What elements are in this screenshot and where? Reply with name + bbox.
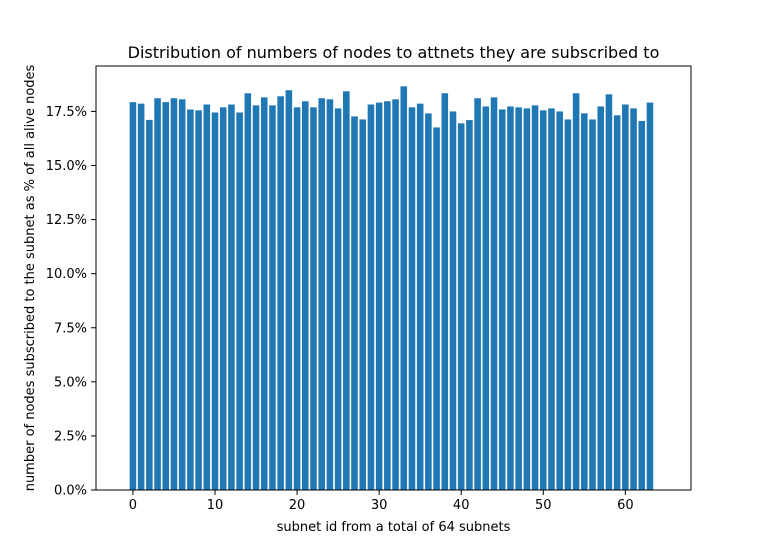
bar-subnet-33 — [400, 86, 408, 490]
bar-subnet-23 — [318, 98, 325, 490]
y-axis-label: number of nodes subscribed to the subnet… — [23, 64, 38, 491]
y-tick-label: 5.0% — [54, 375, 87, 390]
bar-subnet-10 — [211, 112, 219, 490]
bar-subnet-27 — [351, 116, 358, 491]
x-tick-label: 20 — [289, 498, 306, 513]
bar-subnet-26 — [343, 91, 350, 490]
bar-subnet-22 — [310, 107, 317, 490]
bar-subnet-28 — [359, 119, 367, 491]
bar-subnet-13 — [236, 112, 243, 490]
bar-subnet-16 — [260, 97, 268, 491]
bar-subnet-48 — [523, 108, 531, 491]
bar-subnet-21 — [301, 101, 309, 490]
y-tick-label: 7.5% — [54, 321, 87, 336]
bar-subnet-14 — [244, 93, 252, 490]
y-tick-label: 0.0% — [54, 484, 87, 499]
bar-subnet-32 — [392, 99, 399, 490]
bar-subnet-63 — [646, 102, 654, 490]
plot-frame — [95, 65, 692, 491]
bar-subnet-24 — [326, 99, 334, 490]
bar-subnet-52 — [556, 111, 563, 491]
bar-subnet-4 — [162, 102, 170, 490]
bar-subnet-54 — [572, 93, 580, 490]
bar-subnet-3 — [154, 98, 161, 490]
bar-subnet-0 — [129, 102, 137, 490]
bar-subnet-25 — [334, 108, 342, 491]
bar-subnet-6 — [178, 99, 186, 490]
bar-subnet-36 — [425, 113, 432, 490]
bar-subnet-17 — [269, 105, 276, 491]
bar-subnet-35 — [416, 103, 424, 490]
x-axis-ticks: 0 10 20 30 40 50 60 — [129, 490, 634, 513]
bar-subnet-19 — [285, 90, 293, 490]
x-tick-label: 30 — [371, 498, 388, 513]
bar-subnet-45 — [498, 109, 506, 490]
y-tick-label: 2.5% — [54, 429, 87, 444]
y-axis-ticks: 0.0% 2.5% 5.0% 7.5% 10.0% 12.5% 15.0% 17.5% — [46, 105, 96, 499]
bar-subnet-60 — [622, 104, 629, 490]
bar-subnet-47 — [515, 107, 522, 490]
y-tick-label: 15.0% — [46, 159, 87, 174]
bar-subnet-42 — [474, 98, 481, 490]
bar-subnet-15 — [252, 105, 260, 491]
bar-subnet-50 — [539, 110, 547, 490]
bar-subnet-51 — [548, 108, 555, 491]
bar-subnet-62 — [638, 120, 646, 490]
bar-subnet-34 — [408, 107, 416, 490]
bar-subnet-56 — [589, 119, 596, 491]
bar-subnet-29 — [367, 104, 375, 490]
x-tick-label: 40 — [453, 498, 470, 513]
bar-subnet-44 — [490, 97, 498, 491]
bar-subnet-7 — [187, 109, 194, 490]
bar-subnet-37 — [433, 127, 440, 490]
bar-subnet-8 — [195, 110, 202, 490]
bar-subnet-43 — [482, 106, 490, 490]
bar-subnet-57 — [597, 106, 605, 490]
y-tick-label: 12.5% — [46, 213, 87, 228]
bar-subnet-18 — [277, 96, 284, 490]
x-tick-label: 10 — [207, 498, 224, 513]
bar-subnet-59 — [613, 115, 621, 490]
bar-subnet-31 — [384, 101, 391, 490]
bar-subnet-49 — [531, 105, 539, 491]
bar-subnet-46 — [507, 106, 514, 490]
bar-subnet-40 — [457, 123, 465, 490]
y-tick-label: 10.0% — [46, 267, 87, 282]
x-tick-label: 50 — [535, 498, 552, 513]
bar-subnet-12 — [228, 104, 235, 490]
bar-subnet-58 — [605, 94, 613, 490]
chart-title: Distribution of numbers of nodes to attn… — [128, 43, 660, 62]
bar-subnet-39 — [449, 111, 457, 491]
bars-group — [129, 86, 654, 491]
bar-subnet-1 — [137, 103, 145, 490]
x-tick-label: 0 — [129, 498, 137, 513]
bar-subnet-5 — [170, 98, 178, 490]
bar-subnet-2 — [146, 119, 153, 491]
bar-subnet-55 — [581, 113, 588, 490]
x-tick-label: 60 — [617, 498, 634, 513]
bar-subnet-20 — [293, 107, 301, 490]
bar-subnet-11 — [219, 107, 227, 490]
bar-subnet-61 — [630, 108, 637, 491]
x-axis-label: subnet id from a total of 64 subnets — [277, 520, 511, 535]
bar-subnet-30 — [375, 102, 383, 490]
bar-subnet-41 — [466, 120, 473, 490]
y-tick-label: 17.5% — [46, 105, 87, 120]
bar-subnet-53 — [564, 119, 572, 491]
bar-subnet-9 — [203, 104, 211, 490]
bar-subnet-38 — [441, 93, 449, 490]
